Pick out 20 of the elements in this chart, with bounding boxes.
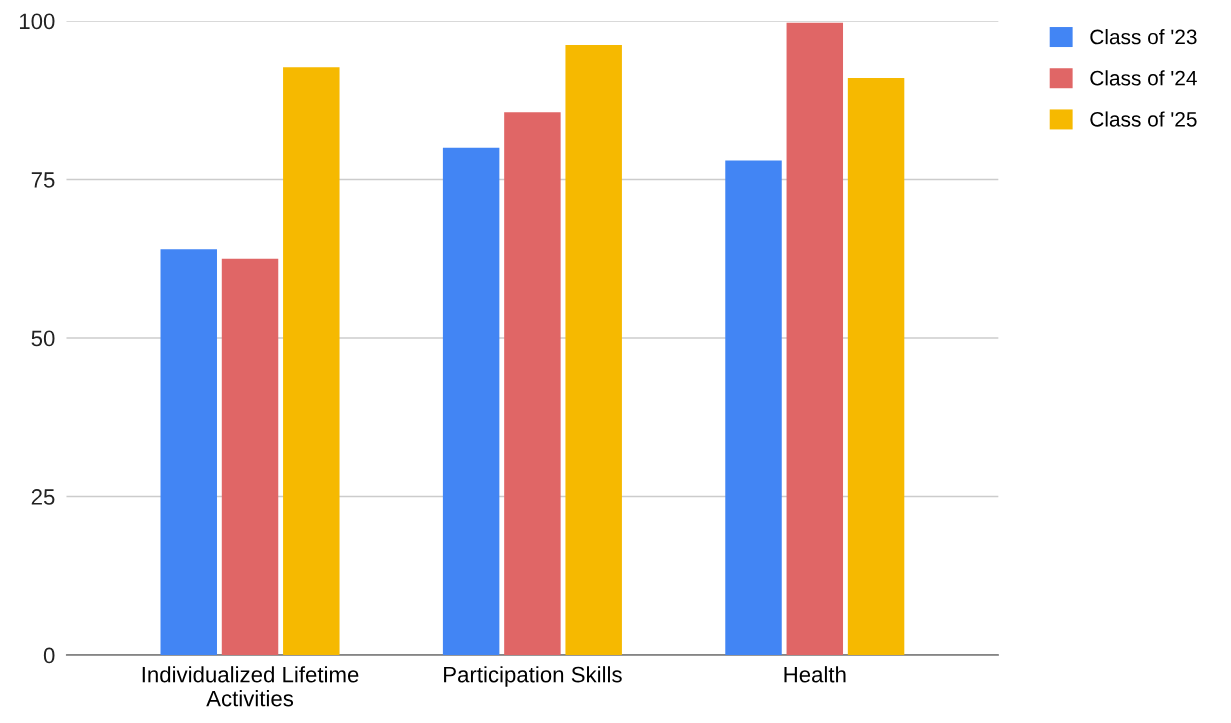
bar <box>786 22 844 656</box>
y-tick-label: 0 <box>43 647 55 664</box>
y-tick-label: 25 <box>31 489 55 505</box>
bar <box>725 160 782 656</box>
y-tick-label: 100 <box>19 13 55 30</box>
bar <box>847 78 905 656</box>
bar <box>160 249 217 656</box>
x-tick-label: Individualized Lifetime Activities <box>142 666 359 707</box>
legend-label: Class of '25 <box>1090 111 1197 127</box>
bar <box>221 258 279 656</box>
legend-label: Class of '23 <box>1090 29 1197 45</box>
bar <box>565 45 622 656</box>
x-tick-label: Participation Skills <box>444 666 622 687</box>
bar <box>442 147 500 656</box>
x-tick-label: Health <box>784 666 846 683</box>
bar <box>504 112 561 656</box>
legend-label: Class of '24 <box>1090 70 1197 86</box>
bar <box>283 67 340 656</box>
y-tick-label: 75 <box>31 172 55 188</box>
y-tick-label: 50 <box>31 330 55 347</box>
